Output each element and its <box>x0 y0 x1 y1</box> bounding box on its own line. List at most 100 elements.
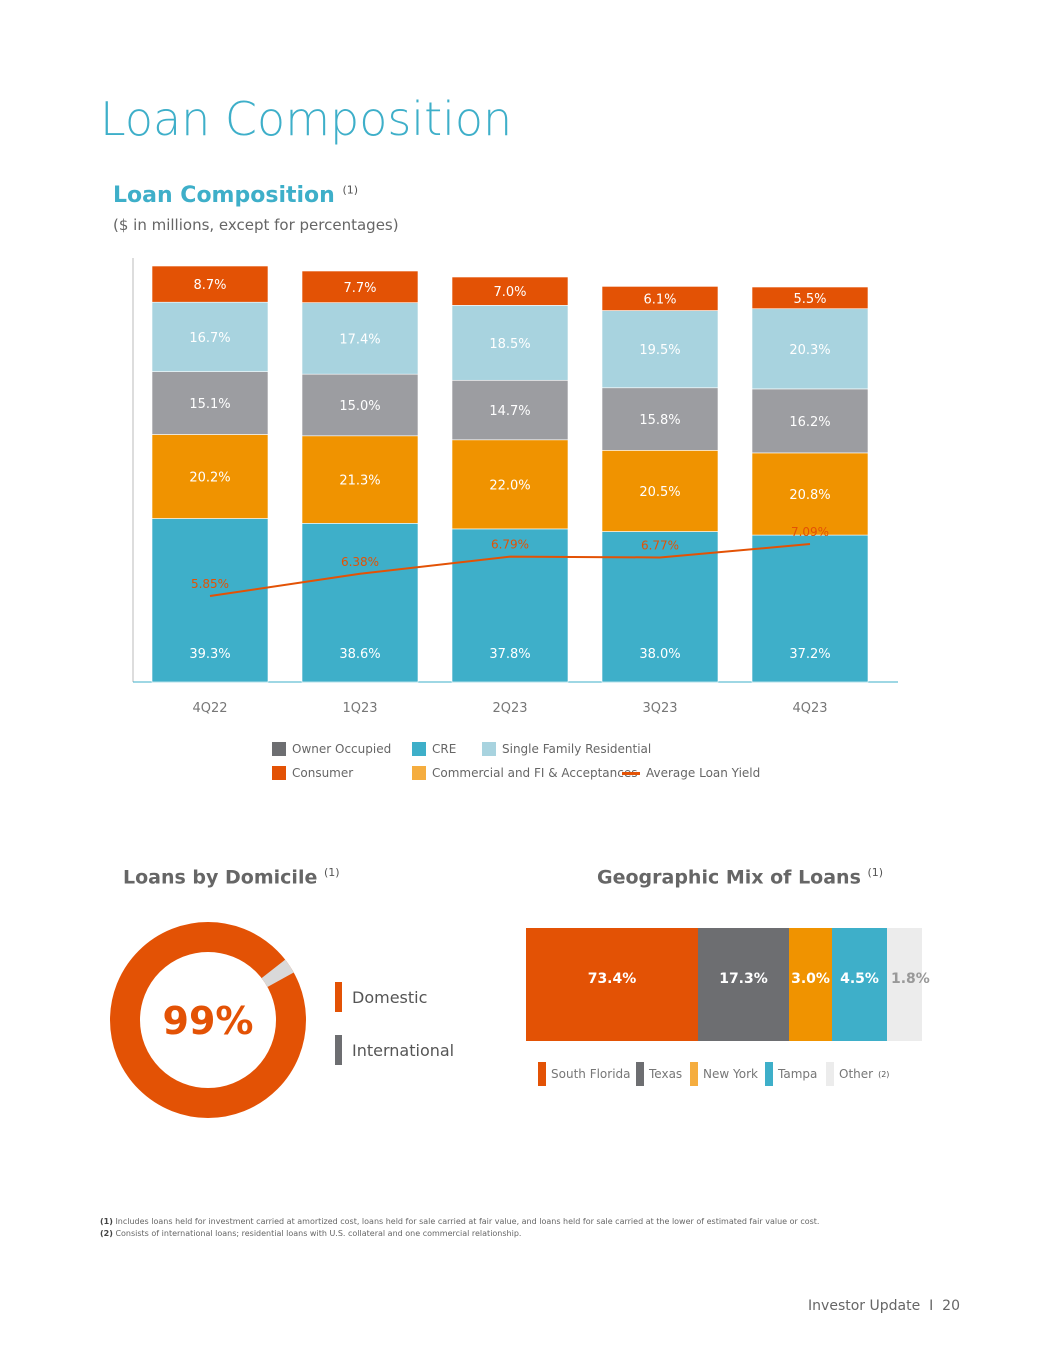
average-loan-yield-line <box>209 543 811 597</box>
footnote-ref: (1) <box>323 866 340 879</box>
x-tick-label: 4Q23 <box>792 701 827 716</box>
legend-item: Commercial and FI & Acceptances <box>412 766 638 780</box>
geo-legend-item: New York <box>690 1062 758 1086</box>
geo-segment: 4.5% <box>832 928 887 1041</box>
legend-item: CRE <box>412 742 456 756</box>
line-data-label: 5.85% <box>191 577 229 591</box>
data-label: 15.8% <box>639 413 680 428</box>
footnote-num: (2) <box>100 1229 113 1238</box>
geo-title-text: Geographic Mix of Loans <box>597 866 861 889</box>
x-tick-label: 2Q23 <box>492 701 527 716</box>
legend-swatch <box>826 1062 834 1086</box>
chart-title-text: Loan Composition <box>113 183 335 208</box>
geo-legend-item: Tampa <box>765 1062 817 1086</box>
geo-legend-item: Texas <box>636 1062 682 1086</box>
footnote-ref: (1) <box>867 866 884 879</box>
bar-segment <box>301 373 419 437</box>
legend-swatch <box>690 1062 698 1086</box>
data-label: 20.5% <box>639 485 680 500</box>
line-data-label: 7.09% <box>791 525 829 539</box>
data-label: 38.0% <box>639 647 680 662</box>
legend-item: Consumer <box>272 766 353 780</box>
data-label: 4.5% <box>840 971 879 987</box>
legend-swatch <box>335 982 342 1012</box>
legend-item: Average Loan Yield <box>622 766 760 780</box>
legend-label: Other <box>839 1067 874 1081</box>
data-label: 20.2% <box>189 470 230 485</box>
bar-segment <box>751 286 869 310</box>
bar-segment <box>151 434 269 519</box>
bar-segment <box>451 379 569 441</box>
bar-segment <box>451 439 569 530</box>
data-label: 5.5% <box>793 292 826 307</box>
legend-swatch <box>272 742 286 756</box>
data-label: 22.0% <box>489 478 530 493</box>
footnote-2: (2) Consists of international loans; res… <box>100 1229 521 1238</box>
page-number: 20 <box>942 1298 960 1314</box>
domicile-donut: 99% <box>110 922 306 1118</box>
legend-domestic: Domestic <box>335 982 427 1012</box>
data-label: 18.5% <box>489 337 530 352</box>
data-label: 16.2% <box>789 415 830 430</box>
data-label: 7.0% <box>493 285 526 300</box>
line-data-label: 6.79% <box>491 538 529 552</box>
legend-label: Tampa <box>778 1067 818 1081</box>
bar-segment <box>751 452 869 536</box>
legend-swatch <box>412 742 426 756</box>
footnote-ref: (1) <box>342 183 359 197</box>
data-label: 19.5% <box>639 343 680 358</box>
legend-label: Single Family Residential <box>502 742 652 756</box>
bar-segment <box>151 371 269 435</box>
legend-label: New York <box>703 1067 758 1081</box>
data-label: 73.4% <box>587 971 637 987</box>
footnote-ref: (2) <box>878 1069 890 1079</box>
legend-label: International <box>352 1040 455 1060</box>
x-tick-label: 3Q23 <box>642 701 677 716</box>
legend-label: Domestic <box>352 987 428 1007</box>
data-label: 15.1% <box>189 397 230 412</box>
geo-legend-item: Other (2) <box>826 1062 889 1086</box>
data-label: 15.0% <box>339 399 380 414</box>
geo-segment: 17.3% <box>698 928 789 1041</box>
bar-segment <box>751 388 869 454</box>
legend-swatch <box>622 771 640 775</box>
legend-swatch <box>412 766 426 780</box>
data-label: 3.0% <box>791 971 830 987</box>
footnote-1: (1) Includes loans held for investment c… <box>100 1217 819 1226</box>
x-tick-label: 1Q23 <box>342 701 377 716</box>
bar-segment <box>151 265 269 303</box>
bar-segment <box>301 435 419 524</box>
data-label: 7.7% <box>343 281 376 296</box>
chart-title: Loan Composition (1) <box>113 183 358 208</box>
donut-center-label: 99% <box>163 999 254 1043</box>
domicile-title: Loans by Domicile (1) <box>123 866 340 888</box>
data-label: 37.2% <box>789 647 830 662</box>
bar-segment <box>601 310 719 389</box>
data-label: 16.7% <box>189 331 230 346</box>
geo-title: Geographic Mix of Loans (1) <box>597 866 883 888</box>
bar-segment <box>301 302 419 375</box>
bar-segment <box>451 528 569 683</box>
loan-composition-chart: 39.3% 20.2% 15.1% 16.7% 8.7% 4Q22 38.6% 21.3% 15… <box>132 258 898 716</box>
legend-label: Owner Occupied <box>292 742 392 756</box>
page-title: Loan Composition <box>100 92 513 146</box>
data-label: 37.8% <box>489 647 530 662</box>
bar-segment <box>601 286 719 311</box>
line-data-label: 6.77% <box>641 538 679 552</box>
legend-label: Average Loan Yield <box>646 766 761 780</box>
data-label: 8.7% <box>193 278 226 293</box>
legend-swatch <box>335 1035 342 1065</box>
bar-segment <box>151 301 269 372</box>
legend-swatch <box>636 1062 644 1086</box>
data-label: 17.3% <box>719 971 768 987</box>
data-label: 39.3% <box>189 647 230 662</box>
bar-segment <box>301 523 419 683</box>
donut-slice-international <box>110 922 306 1118</box>
geo-segment: 1.8% <box>887 928 930 1041</box>
bar-segment <box>151 518 269 683</box>
data-label: 21.3% <box>339 474 380 489</box>
legend-label: Commercial and FI & Acceptances <box>432 766 638 780</box>
geo-segment: 3.0% <box>789 928 832 1041</box>
legend-swatch <box>272 766 286 780</box>
bar-segment <box>601 387 719 451</box>
